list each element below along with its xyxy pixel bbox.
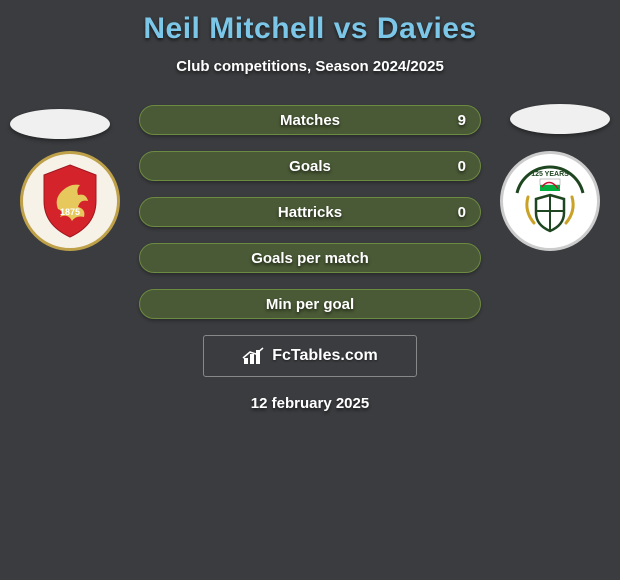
- stat-right-value: 0: [458, 204, 466, 221]
- brand-text: FcTables.com: [272, 347, 378, 365]
- player-marker-left: [10, 109, 110, 139]
- stat-row-goals: Goals 0: [139, 151, 481, 181]
- stat-row-min-per-goal: Min per goal: [139, 289, 481, 319]
- bar-chart-icon: [242, 346, 266, 366]
- stat-label: Matches: [280, 112, 340, 129]
- aberystwyth-crest-icon: 125 YEARS: [510, 161, 590, 241]
- svg-text:1875: 1875: [60, 207, 80, 217]
- date-label: 12 february 2025: [10, 377, 610, 412]
- svg-text:125 YEARS: 125 YEARS: [531, 171, 569, 178]
- comparison-card: Neil Mitchell vs Davies Club competition…: [0, 0, 620, 412]
- player-marker-right: [510, 104, 610, 134]
- page-title: Neil Mitchell vs Davies: [0, 0, 620, 54]
- stat-label: Goals per match: [251, 250, 369, 267]
- stats-bars: Matches 9 Goals 0 Hattricks 0 Goals per …: [139, 89, 481, 319]
- main-area: 1875 125 YEARS: [0, 89, 620, 412]
- stat-label: Hattricks: [278, 204, 342, 221]
- stat-right-value: 9: [458, 112, 466, 129]
- stat-row-matches: Matches 9: [139, 105, 481, 135]
- stat-right-value: 0: [458, 158, 466, 175]
- stat-label: Min per goal: [266, 296, 354, 313]
- brand-box[interactable]: FcTables.com: [203, 335, 417, 377]
- page-subtitle: Club competitions, Season 2024/2025: [0, 54, 620, 89]
- newtown-crest-icon: 1875: [30, 161, 110, 241]
- club-crest-right: 125 YEARS: [500, 151, 600, 251]
- club-crest-left: 1875: [20, 151, 120, 251]
- stat-label: Goals: [289, 158, 331, 175]
- stat-row-goals-per-match: Goals per match: [139, 243, 481, 273]
- stat-row-hattricks: Hattricks 0: [139, 197, 481, 227]
